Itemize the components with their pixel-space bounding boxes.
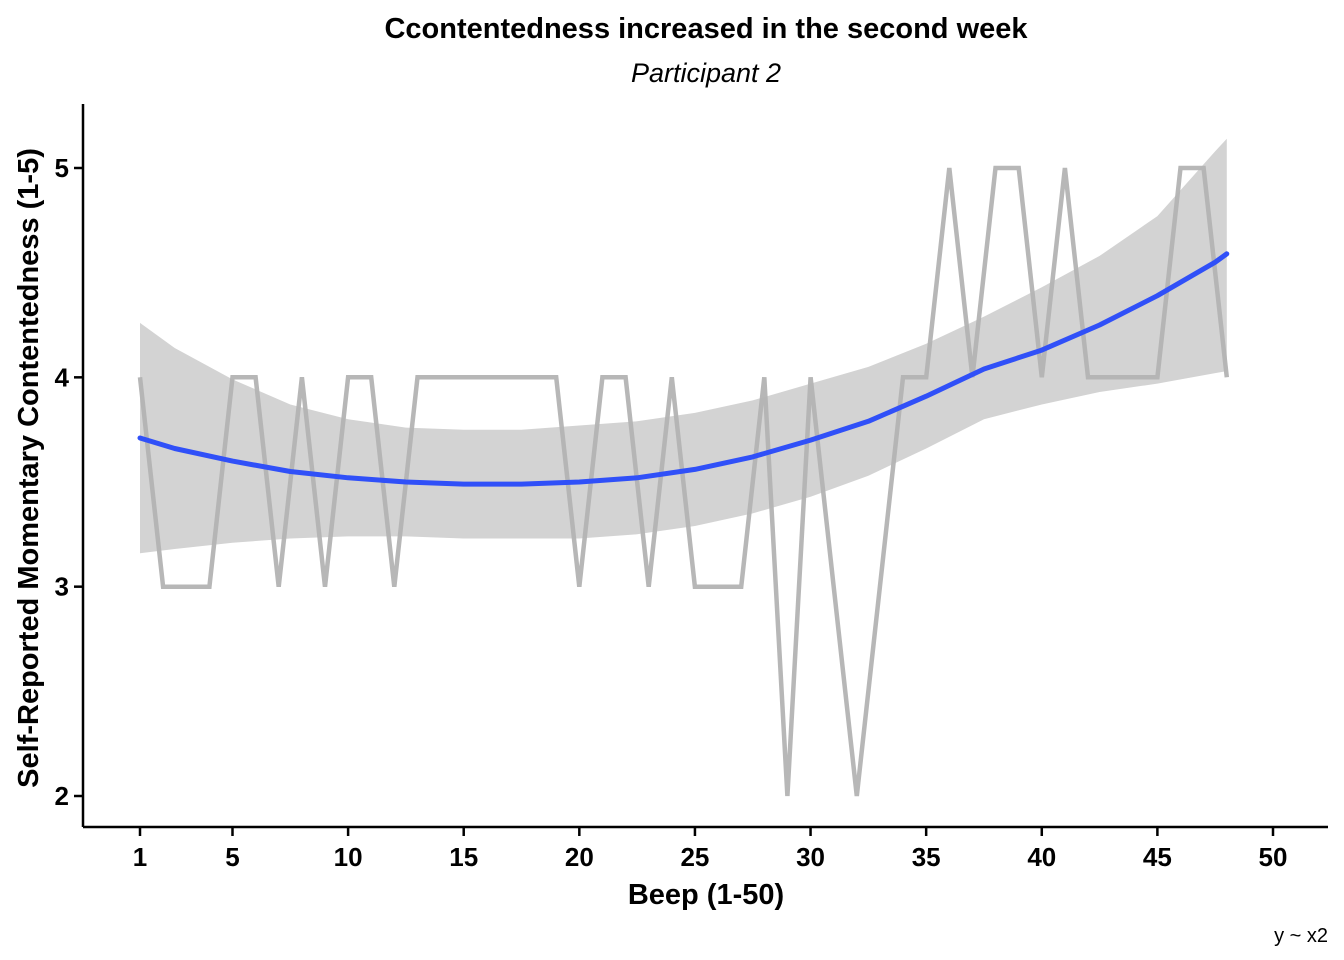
- plot-area: [137, 138, 1230, 797]
- x-tick-label: 40: [1027, 842, 1056, 872]
- x-tick-label: 20: [565, 842, 594, 872]
- y-axis-title: Self-Reported Momentary Contentedness (1…: [13, 148, 45, 788]
- x-tick-label: 35: [912, 842, 941, 872]
- y-tick-label: 2: [55, 781, 69, 811]
- chart-subtitle: Participant 2: [631, 58, 781, 88]
- fit-line: [137, 251, 1230, 487]
- y-tick-label: 3: [55, 572, 69, 602]
- x-tick-label: 1: [133, 842, 147, 872]
- x-tick-label: 15: [449, 842, 478, 872]
- raw-series-line: [137, 165, 1230, 797]
- chart-title: Ccontentedness increased in the second w…: [384, 13, 1028, 45]
- x-axis-title: Beep (1-50): [628, 879, 784, 911]
- y-tick-label: 4: [55, 362, 70, 392]
- chart-caption: y ~ x2: [1274, 925, 1328, 947]
- y-tick-label: 5: [55, 153, 69, 183]
- x-tick-label: 25: [680, 842, 709, 872]
- x-tick-label: 5: [225, 842, 239, 872]
- x-tick-label: 10: [334, 842, 363, 872]
- x-tick-label: 30: [796, 842, 825, 872]
- x-tick-label: 50: [1259, 842, 1288, 872]
- x-tick-label: 45: [1143, 842, 1172, 872]
